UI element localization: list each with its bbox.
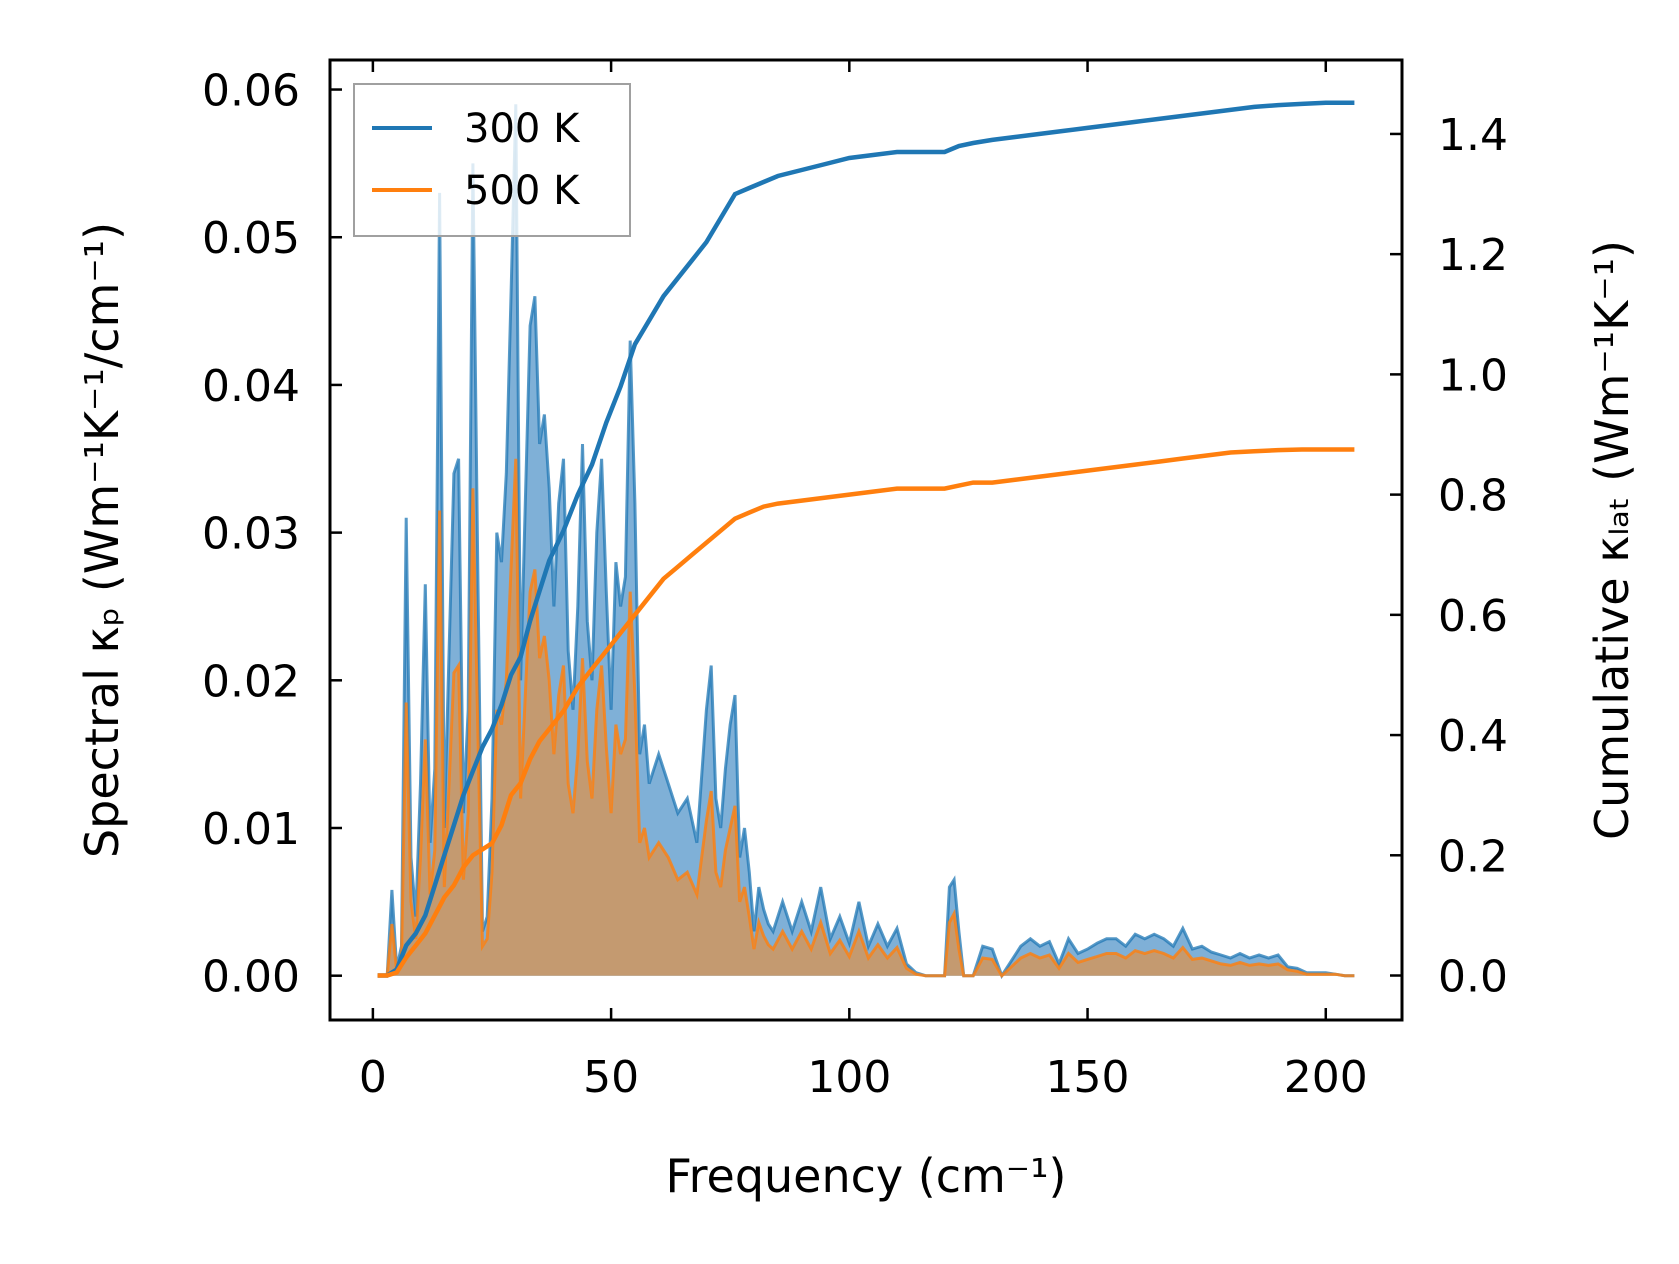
- right-y-tick-label: 1.2: [1438, 230, 1508, 281]
- left-y-tick-label: 0.00: [202, 952, 300, 1003]
- legend: 300 K 500 K: [353, 83, 631, 237]
- axis-ticks: 0 50 100 150 200 0.00 0.01 0.02 0.03 0.04 0.05 0.06…: [202, 60, 1508, 1103]
- legend-label-500k: 500 K: [464, 168, 581, 214]
- right-y-tick-label: 1.0: [1438, 350, 1508, 401]
- x-tick-label: 150: [1046, 1052, 1130, 1103]
- outline-300k-spectral: [377, 104, 1355, 980]
- left-y-tick-label: 0.05: [202, 213, 300, 264]
- left-y-tick-label: 0.02: [202, 656, 300, 707]
- right-y-tick-label: 0.4: [1438, 711, 1508, 762]
- x-axis-title: Frequency (cm⁻¹): [666, 1149, 1067, 1203]
- right-y-tick-label: 0.0: [1438, 952, 1508, 1003]
- right-y-axis-title: Cumulative κₗₐₜ (Wm⁻¹K⁻¹): [1585, 240, 1639, 840]
- left-y-tick-label: 0.04: [202, 361, 300, 412]
- x-tick-label: 50: [583, 1052, 639, 1103]
- right-y-tick-label: 0.2: [1438, 831, 1508, 882]
- right-y-tick-label: 0.8: [1438, 471, 1508, 522]
- legend-label-300k: 300 K: [464, 106, 581, 152]
- line-300k-cumulative: [377, 100, 1355, 978]
- area-500k-spectral: [377, 458, 1355, 976]
- plot-area: [377, 100, 1355, 980]
- line-500k-cumulative: [377, 447, 1355, 978]
- right-y-tick-label: 0.6: [1438, 591, 1508, 642]
- legend-box: [353, 83, 631, 237]
- left-y-tick-label: 0.06: [202, 66, 300, 117]
- right-y-tick-label: 1.4: [1438, 110, 1508, 161]
- x-tick-label: 0: [359, 1052, 387, 1103]
- left-y-tick-label: 0.01: [202, 804, 300, 855]
- plot-frame: [328, 58, 1404, 1022]
- left-y-tick-label: 0.03: [202, 509, 300, 560]
- left-y-axis-title: Spectral κₚ (Wm⁻¹K⁻¹/cm⁻¹): [75, 222, 129, 858]
- x-tick-label: 100: [807, 1052, 891, 1103]
- x-tick-label: 200: [1284, 1052, 1368, 1103]
